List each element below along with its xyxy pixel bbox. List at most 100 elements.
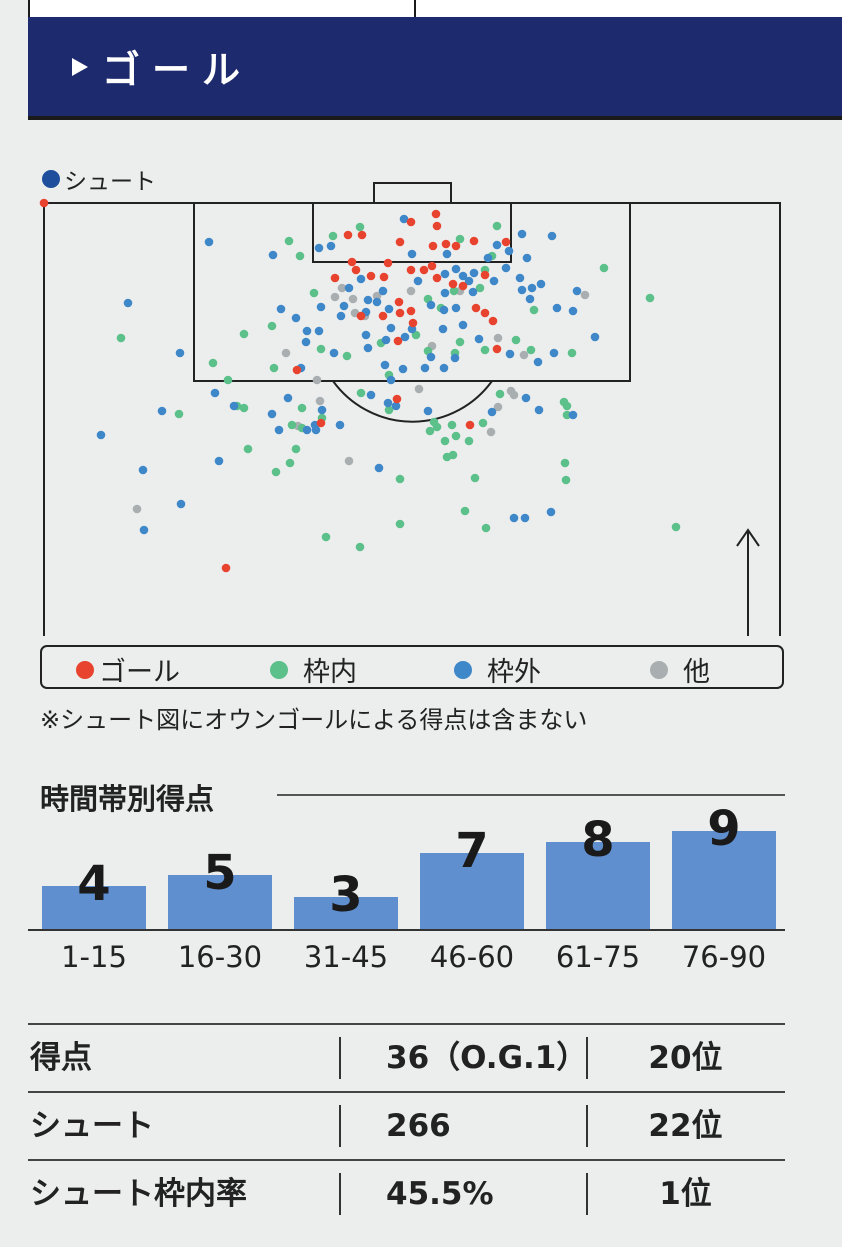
- off-target-shot-point: [374, 463, 384, 473]
- on-target-shot-point: [440, 436, 450, 446]
- other-shot-point: [486, 427, 496, 437]
- off-target-shot-point: [440, 288, 450, 298]
- on-target-shot-point: [455, 234, 465, 244]
- on-target-shot-point: [285, 458, 295, 468]
- other-shot-point: [493, 333, 503, 343]
- off-target-shot-point: [521, 393, 531, 403]
- column-divider: [339, 1037, 341, 1079]
- on-target-shot-point: [599, 263, 609, 273]
- off-target-shot-point: [381, 335, 391, 345]
- legend-off-target: 枠外: [454, 650, 541, 689]
- other-dot-icon: [650, 660, 668, 679]
- other-shot-point: [414, 384, 424, 394]
- off-target-shot-point: [568, 410, 578, 420]
- off-target-shot-point: [366, 390, 376, 400]
- goal-shot-point: [347, 257, 357, 267]
- on-target-shot-point: [239, 329, 249, 339]
- off-target-shot-point: [517, 285, 527, 295]
- off-target-shot-point: [386, 323, 396, 333]
- on-target-shot-point: [560, 458, 570, 468]
- on-target-shot-point: [328, 231, 338, 241]
- bar-value-label: 7: [455, 823, 489, 879]
- bar-value-label: 8: [581, 812, 615, 868]
- off-target-shot-point: [317, 405, 327, 415]
- on-target-shot-point: [478, 418, 488, 428]
- off-target-shot-point: [268, 250, 278, 260]
- on-target-shot-point: [511, 335, 521, 345]
- goal-shot-point: [458, 281, 468, 291]
- off-target-shot-point: [214, 456, 224, 466]
- goal-shot-point: [343, 230, 353, 240]
- off-target-shot-point: [501, 263, 511, 273]
- penalty-arc: [332, 380, 493, 423]
- off-target-shot-point: [210, 388, 220, 398]
- goal-shot-point: [465, 420, 475, 430]
- off-target-shot-point: [96, 430, 106, 440]
- on-target-shot-point: [208, 358, 218, 368]
- off-target-shot-point: [378, 286, 388, 296]
- on-target-shot-point: [464, 436, 474, 446]
- off-target-shot-point: [326, 241, 336, 251]
- on-target-shot-point: [384, 405, 394, 415]
- off-target-shot-point: [413, 276, 423, 286]
- other-shot-point: [312, 375, 322, 385]
- legend-other: 他: [650, 650, 710, 689]
- off-target-shot-point: [525, 294, 535, 304]
- off-target-shot-point: [363, 295, 373, 305]
- on-target-shot-point: [451, 431, 461, 441]
- other-shot-point: [406, 286, 416, 296]
- bar-value-label: 5: [203, 845, 237, 901]
- legend-box: ゴール 枠内 枠外 他: [40, 645, 784, 689]
- on-target-shot-point: [395, 474, 405, 484]
- stat-label: 得点: [30, 1040, 92, 1076]
- goal-shot-point: [488, 316, 498, 326]
- off-target-shot-point: [489, 276, 499, 286]
- column-divider: [339, 1173, 341, 1215]
- off-target-shot-point: [520, 513, 530, 523]
- table-row: シュート 266 22位: [28, 1091, 785, 1159]
- off-target-shot-point: [363, 343, 373, 353]
- bar: [420, 853, 524, 930]
- off-target-shot-point: [546, 507, 556, 517]
- on-target-shot-point: [321, 532, 331, 542]
- off-target-shot-point: [204, 237, 214, 247]
- on-target-shot-point: [475, 283, 485, 293]
- off-target-shot-point: [483, 253, 493, 263]
- other-shot-point: [344, 456, 354, 466]
- off-target-shot-point: [335, 420, 345, 430]
- goal-shot-point: [428, 241, 438, 251]
- off-target-shot-point: [398, 364, 408, 374]
- legend-on-target-label: 枠内: [303, 657, 357, 688]
- legend-goal-label: ゴール: [99, 657, 180, 688]
- off-target-shot-point: [339, 301, 349, 311]
- off-target-shot-point: [509, 513, 519, 523]
- other-shot-point: [493, 402, 503, 412]
- on-target-shot-point: [174, 409, 184, 419]
- goal-shot-point: [330, 273, 340, 283]
- on-target-shot-point: [671, 522, 681, 532]
- on-target-shot-point: [492, 221, 502, 231]
- off-target-shot-point: [469, 268, 479, 278]
- goal-shot-point: [356, 311, 366, 321]
- on-target-shot-point: [284, 236, 294, 246]
- on-target-shot-point: [529, 305, 539, 315]
- on-target-shot-point: [480, 345, 490, 355]
- off-target-shot-point: [229, 401, 239, 411]
- off-target-shot-point: [451, 303, 461, 313]
- goal-shot-point: [39, 198, 49, 208]
- on-target-shot-point: [269, 363, 279, 373]
- off-target-shot-point: [533, 357, 543, 367]
- off-target-shot-point: [423, 406, 433, 416]
- bar: [294, 897, 398, 930]
- shot-map: [39, 182, 781, 636]
- bar-value-label: 4: [77, 856, 111, 912]
- other-shot-point: [509, 390, 519, 400]
- goal-shot-point: [379, 272, 389, 282]
- off-target-shot-point: [536, 279, 546, 289]
- shot-points: [39, 198, 681, 573]
- own-goal-note: ※シュート図にオウンゴールによる得点は含まない: [40, 706, 588, 734]
- off-target-shot-point: [391, 401, 401, 411]
- column-divider: [586, 1173, 588, 1215]
- bar: [168, 875, 272, 930]
- goal-shot-point: [432, 273, 442, 283]
